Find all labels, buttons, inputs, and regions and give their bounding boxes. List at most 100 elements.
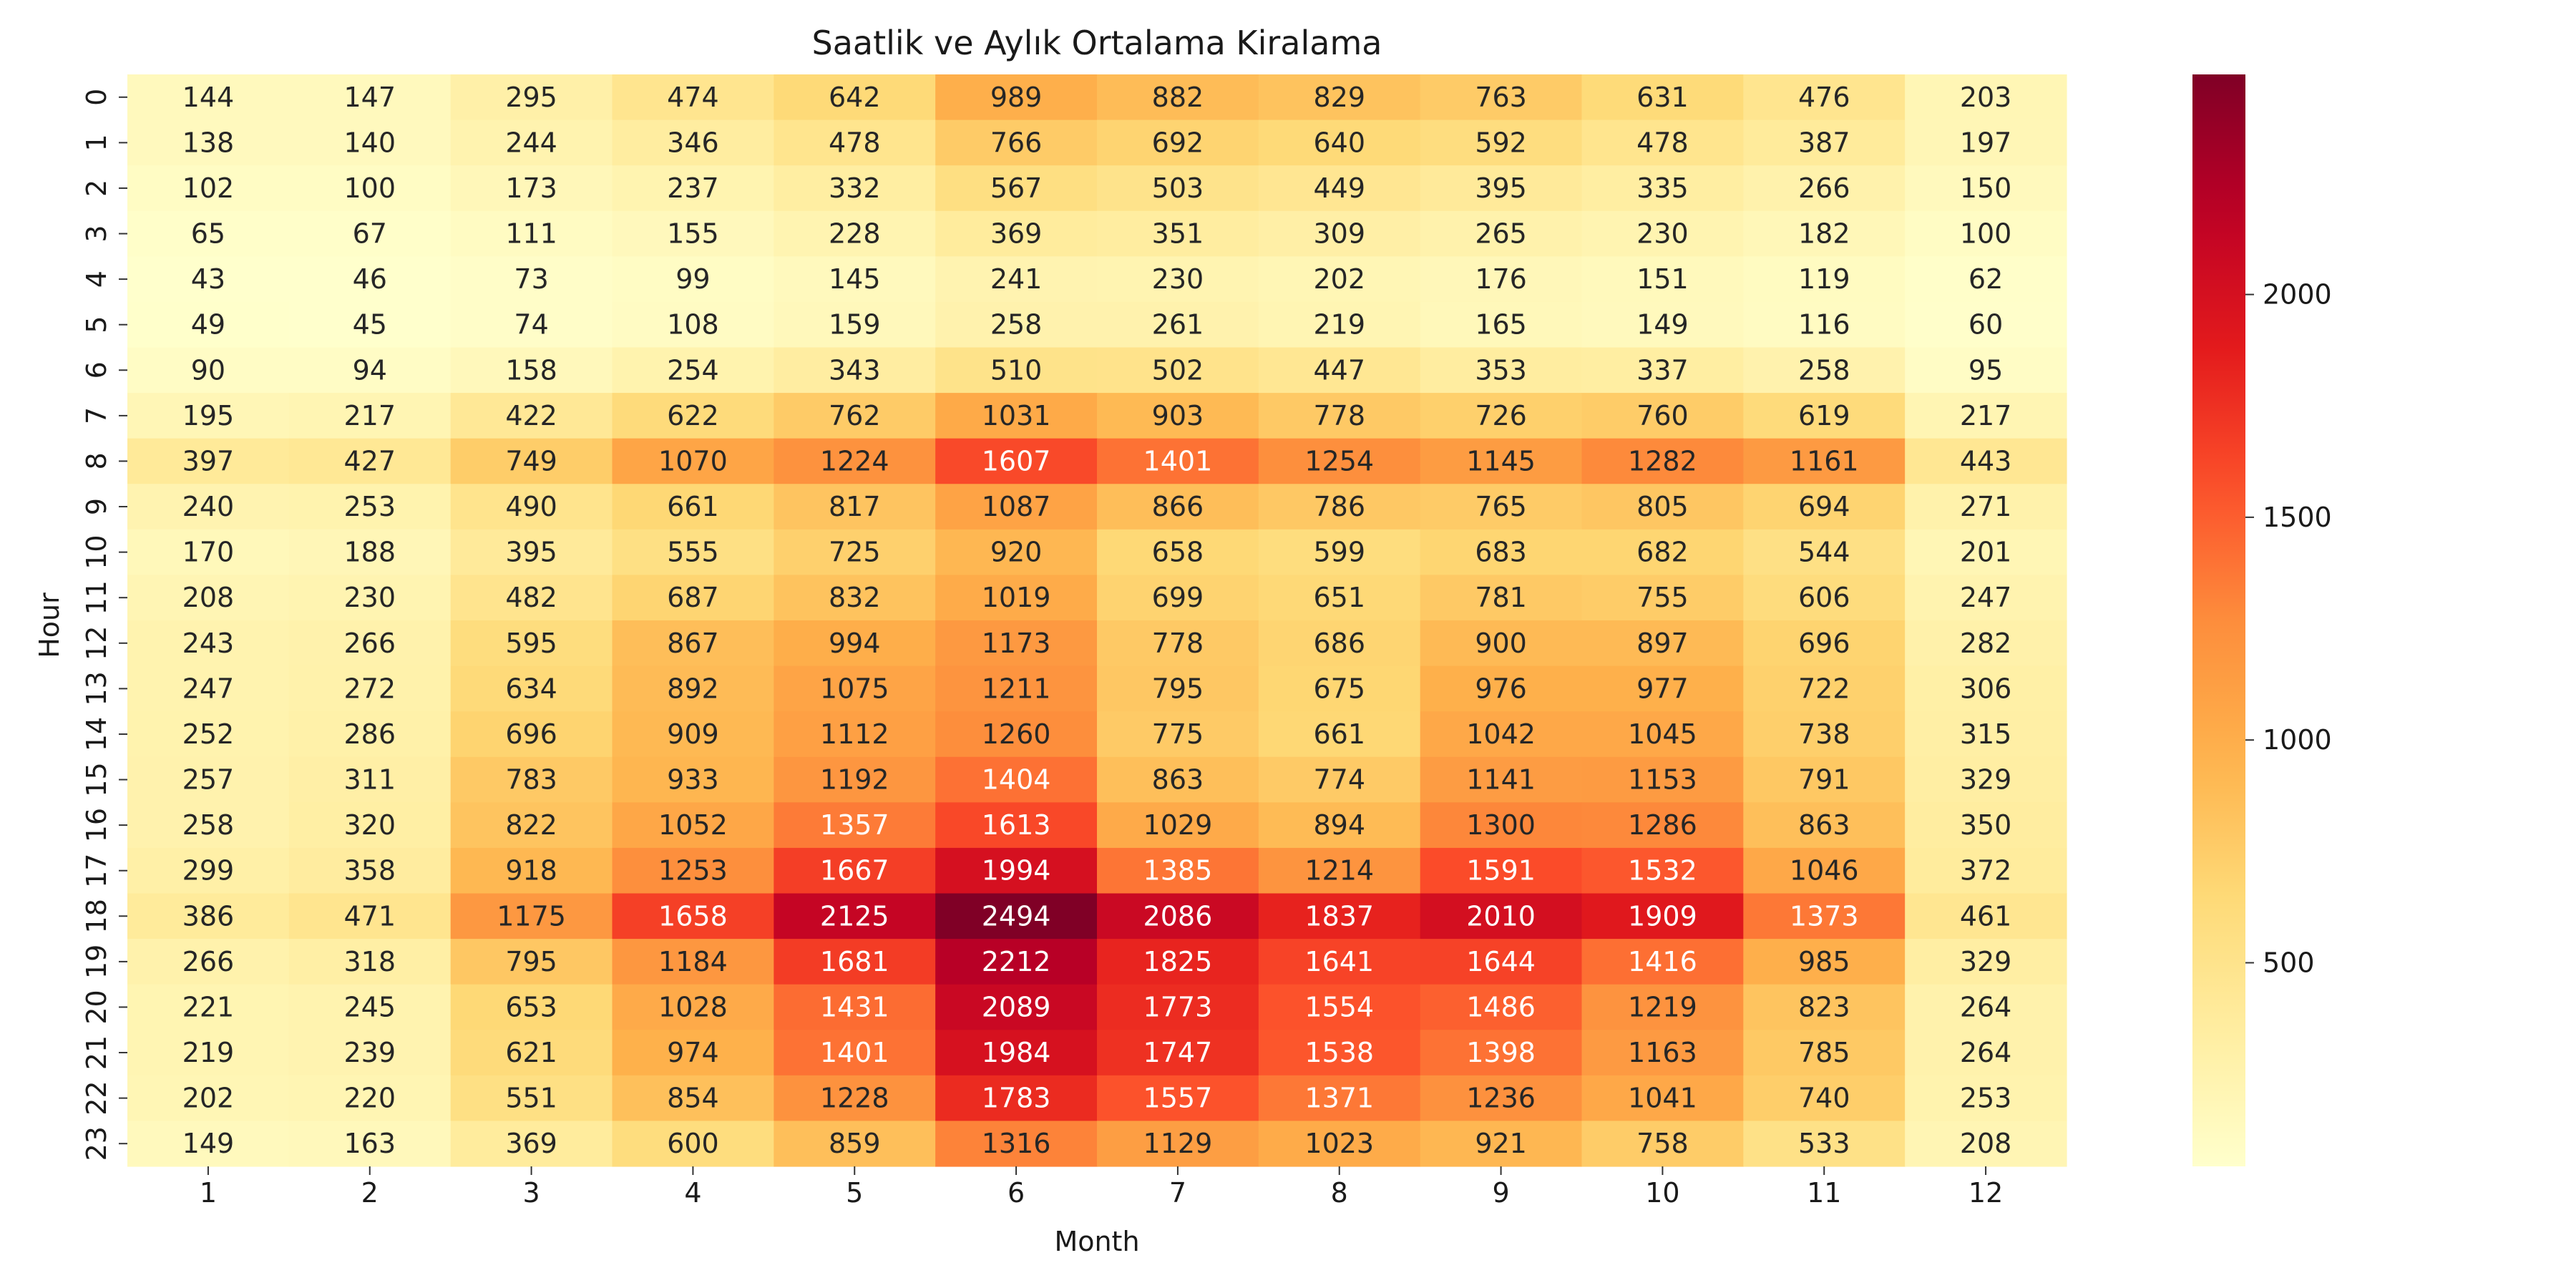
cell-value-label: 503	[1152, 172, 1204, 204]
cell-value-label: 1667	[820, 855, 889, 887]
cell-value-label: 1538	[1304, 1037, 1374, 1068]
cell-value-label: 1192	[820, 764, 889, 796]
cell-value-label: 683	[1475, 537, 1527, 568]
heatmap-cell	[1097, 74, 1259, 121]
cell-value-label: 863	[1152, 764, 1204, 796]
cell-value-label: 447	[1313, 354, 1365, 386]
cell-value-label: 778	[1313, 400, 1365, 431]
heatmap-cell	[450, 1030, 613, 1076]
cell-value-label: 642	[829, 82, 881, 113]
cell-value-label: 116	[1798, 309, 1850, 341]
y-tick-label: 0	[81, 89, 112, 106]
cell-value-label: 346	[667, 127, 719, 158]
cell-value-label: 1029	[1143, 809, 1213, 841]
cell-value-label: 150	[1960, 172, 2012, 204]
cell-value-label: 272	[343, 673, 396, 704]
y-tick-label: 9	[81, 498, 112, 515]
cell-value-label: 320	[343, 809, 396, 841]
heatmap-cell	[1743, 165, 1906, 212]
cell-value-label: 781	[1475, 582, 1527, 613]
cell-value-label: 592	[1475, 127, 1527, 158]
heatmap-cell	[1258, 393, 1421, 439]
cell-value-label: 854	[667, 1083, 719, 1114]
cell-value-label: 1316	[982, 1128, 1051, 1159]
heatmap-cell	[1258, 711, 1421, 758]
cell-value-label: 696	[1798, 628, 1850, 659]
heatmap-cell	[1581, 301, 1744, 348]
cell-value-label: 329	[1960, 946, 2012, 977]
cell-value-label: 95	[1968, 354, 2003, 386]
cell-value-label: 264	[1960, 1037, 2012, 1068]
cell-value-label: 823	[1798, 991, 1850, 1023]
heatmap-cell	[1420, 438, 1583, 484]
cell-value-label: 478	[829, 127, 881, 158]
cell-value-label: 422	[505, 400, 557, 431]
heatmap-cell	[935, 119, 1098, 166]
heatmap-cell	[450, 575, 613, 621]
cell-value-label: 1371	[1304, 1083, 1374, 1114]
cell-value-label: 329	[1960, 764, 2012, 796]
heatmap-cell	[1420, 301, 1583, 348]
heatmap-cell	[288, 620, 452, 667]
heatmap-cells	[127, 74, 2067, 1167]
heatmap-cell	[1097, 529, 1259, 576]
heatmap-cell	[288, 939, 452, 985]
y-tick-label: 13	[81, 671, 112, 706]
cell-value-label: 2212	[982, 946, 1051, 977]
cell-value-label: 1214	[1304, 855, 1374, 887]
cell-value-label: 805	[1636, 491, 1689, 522]
heatmap-cell	[1097, 438, 1259, 484]
heatmap-cell	[1097, 1121, 1259, 1167]
heatmap-cell	[1258, 1075, 1421, 1122]
cell-value-label: 219	[182, 1037, 235, 1068]
cell-value-label: 1681	[820, 946, 889, 977]
cell-value-label: 785	[1798, 1037, 1850, 1068]
heatmap-cell	[935, 711, 1098, 758]
cell-value-label: 1984	[982, 1037, 1051, 1068]
y-tick-label: 22	[81, 1080, 112, 1115]
heatmap-cell	[612, 665, 774, 712]
cell-value-label: 461	[1960, 900, 2012, 932]
heatmap-cell	[1097, 984, 1259, 1030]
cell-value-label: 343	[829, 354, 881, 386]
y-tick-label: 10	[81, 535, 112, 569]
cell-value-label: 1236	[1466, 1083, 1536, 1114]
heatmap-cell	[1905, 620, 2067, 667]
cell-value-label: 165	[1475, 309, 1527, 341]
cell-value-label: 43	[191, 263, 225, 295]
heatmap-cell	[450, 74, 613, 121]
cell-value-label: 765	[1475, 491, 1527, 522]
x-tick-label: 1	[200, 1177, 217, 1209]
cell-value-label: 985	[1798, 946, 1850, 977]
heatmap-cell	[935, 529, 1098, 576]
y-tick-label: 21	[81, 1035, 112, 1070]
heatmap-cell	[1743, 529, 1906, 576]
cell-value-label: 989	[990, 82, 1043, 113]
heatmap-cell	[1743, 665, 1906, 712]
cell-value-label: 241	[990, 263, 1043, 295]
cell-value-label: 265	[1475, 218, 1527, 250]
cell-value-label: 894	[1313, 809, 1365, 841]
heatmap-cell	[127, 1075, 290, 1122]
heatmap-cell	[935, 847, 1098, 894]
heatmap-cell	[1097, 393, 1259, 439]
colorbar-tick-label: 2000	[2263, 279, 2332, 311]
heatmap-cell	[127, 893, 290, 940]
cell-value-label: 783	[505, 764, 557, 796]
cell-value-label: 595	[505, 628, 557, 659]
heatmap-cell	[450, 893, 613, 940]
heatmap-cell	[1905, 347, 2067, 394]
cell-value-label: 599	[1313, 537, 1365, 568]
cell-value-label: 622	[667, 400, 719, 431]
cell-value-label: 555	[667, 537, 719, 568]
heatmap-cell	[935, 1075, 1098, 1122]
cell-value-label: 369	[990, 218, 1043, 250]
cell-value-label: 726	[1475, 400, 1527, 431]
heatmap-cell	[127, 529, 290, 576]
heatmap-cell	[774, 847, 936, 894]
cell-value-label: 1416	[1628, 946, 1697, 977]
cell-value-label: 661	[1313, 718, 1365, 750]
heatmap-cell	[1581, 484, 1744, 530]
cell-value-label: 244	[505, 127, 557, 158]
